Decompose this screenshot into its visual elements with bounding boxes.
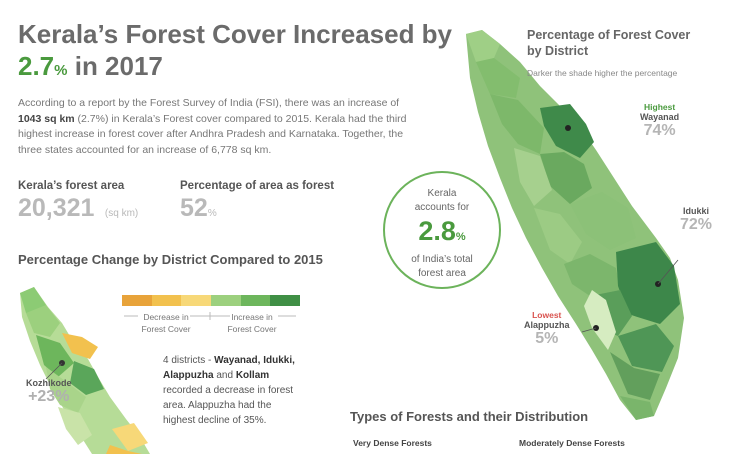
district-pathanamthitta xyxy=(618,324,674,372)
district-kollam xyxy=(610,352,660,400)
district-cover-map xyxy=(466,30,684,420)
district-kannur xyxy=(26,305,60,337)
district-kasaragod xyxy=(466,30,500,62)
district-wayanad xyxy=(540,104,594,158)
idukki-leader-line xyxy=(657,259,679,285)
district-kozhikode xyxy=(36,335,74,377)
district-idukki xyxy=(616,242,680,324)
kozhikode-leader-line xyxy=(45,362,63,380)
highest-label: Highest xyxy=(644,102,676,112)
district-wayanad xyxy=(62,333,98,359)
very-dense-forests-label: Very Dense Forests xyxy=(353,438,432,448)
idukki-name: Idukki xyxy=(683,206,710,216)
legend-decrease-line2: Forest Cover xyxy=(141,324,191,334)
district-palakkad xyxy=(46,367,86,413)
legend-swatch xyxy=(122,295,152,306)
intro-paragraph: According to a report by the Forest Surv… xyxy=(18,96,418,158)
circle-value-number: 2.8 xyxy=(418,216,456,246)
note-text-2: and xyxy=(213,370,236,381)
district-ernakulam xyxy=(564,254,620,296)
decrease-note: 4 districts - Wayanad, Idukki, Alappuzha… xyxy=(163,353,303,428)
idukki-callout: Idukki 72% xyxy=(680,206,712,234)
title-line2: 2.7% in 2017 xyxy=(18,50,452,87)
intro-text-1: According to a report by the Forest Surv… xyxy=(18,97,400,109)
forest-percent-unit: % xyxy=(207,208,217,219)
kozhikode-callout: Kozhikode +23% xyxy=(26,378,72,406)
district-kottayam xyxy=(106,445,142,454)
circle-value-unit: % xyxy=(455,231,466,243)
title-line1: Kerala’s Forest Cover Increased by xyxy=(18,19,453,49)
legend-swatch xyxy=(240,295,271,306)
forest-percent-stat: Percentage of area as forest 52% xyxy=(180,180,334,223)
note-text-3: recorded a decrease in forest area. Alap… xyxy=(163,385,294,426)
circle-line4: forest area xyxy=(418,268,466,279)
circle-line1: Kerala xyxy=(427,188,457,199)
intro-bold: 1043 sq km xyxy=(18,112,75,125)
legend-swatch xyxy=(270,295,301,306)
legend-swatch xyxy=(151,295,182,306)
legend-increase-line1: Increase in xyxy=(231,312,273,322)
forest-types-title: Types of Forests and their Distribution xyxy=(350,409,589,424)
alappuzha-name: Alappuzha xyxy=(524,320,570,330)
kozhikode-value: +23% xyxy=(28,388,70,405)
intro-text-2: (2.7%) in Kerala’s Forest cover compared… xyxy=(18,112,407,156)
circle-line3: of India’s total xyxy=(411,254,473,265)
note-bold-1: Wayanad, Idukki, Alappuzha xyxy=(163,355,295,381)
forest-percent-value: 52 xyxy=(180,194,208,222)
page-title: Kerala’s Forest Cover Increased by 2.7% … xyxy=(18,18,452,87)
title-year: in 2017 xyxy=(67,51,163,81)
district-thrissur xyxy=(534,208,582,264)
kozhikode-name: Kozhikode xyxy=(26,378,72,388)
change-map xyxy=(20,287,150,454)
note-text-1: 4 districts - xyxy=(163,355,215,366)
forest-area-stat: Kerala’s forest area 20,321 (sq km) xyxy=(18,180,138,223)
wayanad-name: Wayanad xyxy=(640,112,680,122)
district-thiruvananthapuram xyxy=(620,396,654,420)
forest-area-unit: (sq km) xyxy=(104,208,139,219)
legend-increase-line2: Forest Cover xyxy=(227,324,277,334)
district-alappuzha xyxy=(584,290,616,350)
forest-area-value: 20,321 xyxy=(18,194,95,222)
circle-line2: accounts for xyxy=(414,202,470,213)
title-percent-sign: % xyxy=(54,62,68,79)
district-palakkad xyxy=(570,192,636,250)
district-thrissur xyxy=(58,407,92,445)
change-legend-bar xyxy=(122,295,301,306)
change-section-title: Percentage Change by District Compared t… xyxy=(18,252,323,267)
alappuzha-value: 5% xyxy=(535,330,559,347)
district-map-title-line1: Percentage of Forest Cover xyxy=(527,28,691,42)
district-kannur xyxy=(476,58,520,98)
india-share-circle: Kerala accounts for 2.8% of India’s tota… xyxy=(383,171,501,289)
legend-swatch xyxy=(211,295,241,306)
district-palakkad-west xyxy=(514,148,552,206)
alappuzha-leader-line xyxy=(581,327,597,333)
district-kozhikode xyxy=(490,94,544,154)
legend-bracket xyxy=(124,312,296,320)
legend-decrease-caption: Decrease in Forest Cover xyxy=(128,311,204,335)
idukki-value: 72% xyxy=(680,216,713,233)
forest-area-label: Kerala’s forest area xyxy=(18,180,125,192)
moderately-dense-forests-label: Moderately Dense Forests xyxy=(519,438,625,448)
district-malappuram xyxy=(540,152,592,204)
legend-swatch xyxy=(181,295,212,306)
district-map-title-line2: by District xyxy=(527,44,589,58)
legend-decrease-line1: Decrease in xyxy=(143,312,189,322)
circle-value: 2.8% xyxy=(385,215,499,253)
wayanad-marker xyxy=(565,125,571,131)
alappuzha-callout: Lowest Alappuzha 5% xyxy=(524,310,570,348)
district-map-subtitle: Darker the shade higher the percentage xyxy=(527,68,678,78)
district-malappuram xyxy=(70,361,104,395)
wayanad-callout: Highest Wayanad 74% xyxy=(640,102,679,140)
wayanad-value: 74% xyxy=(643,122,676,139)
title-percent: 2.7 xyxy=(18,51,55,81)
forest-percent-label: Percentage of area as forest xyxy=(180,180,335,192)
district-map-title: Percentage of Forest Cover by District xyxy=(527,27,690,59)
note-bold-2: Kollam xyxy=(235,370,270,381)
legend-increase-caption: Increase in Forest Cover xyxy=(214,311,290,335)
lowest-label: Lowest xyxy=(532,310,562,320)
district-idukki xyxy=(112,423,148,451)
